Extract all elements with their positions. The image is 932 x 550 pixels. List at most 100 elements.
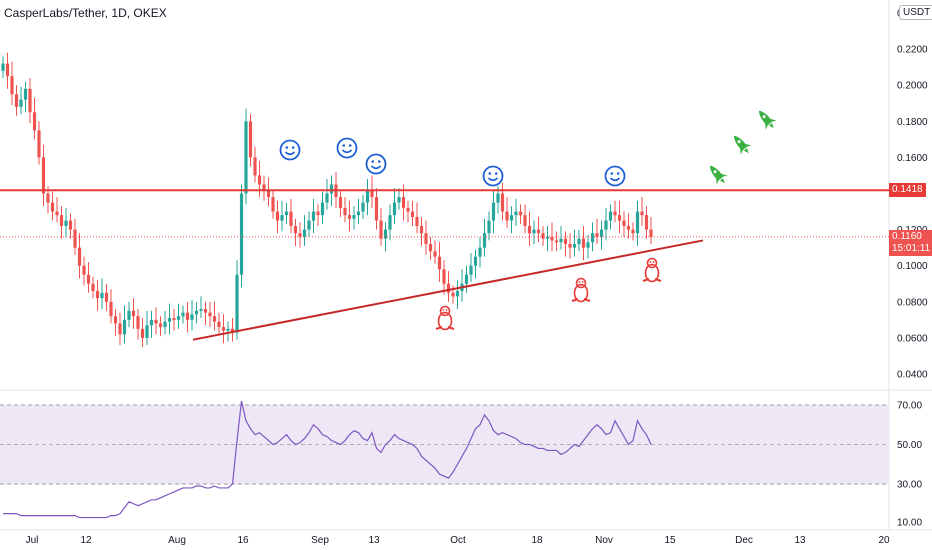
candle-body [59,215,64,226]
candle-body [284,211,289,216]
candle-body [514,211,518,216]
candle-body [437,256,442,270]
candle-body [545,236,550,239]
time-tick-label: Nov [595,535,613,546]
candle-body [446,283,451,293]
candle-body [397,197,401,203]
candle-body [383,229,388,239]
candle-body [307,220,311,230]
candle-body [554,240,559,243]
interval-label: 1D [111,6,127,20]
candle-body [217,321,221,328]
candle-body [581,238,586,248]
penguin-annotations[interactable] [435,257,662,331]
price-tick-label: 0.0400 [897,370,928,381]
candle-body [338,197,343,208]
rsi-axis: 70.00 50.00 30.00 10.00 [897,401,922,529]
candle-body [127,310,131,320]
candle-body [262,184,266,190]
candle-body [518,211,523,216]
candle-body [253,157,257,176]
price-tick-label: 0.2200 [897,45,928,56]
candle-body [559,238,563,243]
rocket-annotations[interactable] [705,106,780,188]
rsi-line [3,400,652,519]
time-tick-label: Sep [311,535,329,546]
currency-badge[interactable]: USDT [899,5,932,20]
candle-body [649,229,653,237]
candle-body [527,225,532,234]
candle-body [50,202,55,212]
time-tick-label: Oct [450,535,466,546]
candle-body [622,220,626,226]
candle-body [203,309,208,313]
candle-body [122,319,127,335]
candle-body [590,233,595,243]
candle-body [500,193,505,212]
candle-body [572,244,577,248]
time-tick-label: Dec [735,535,753,546]
candle-body [455,290,460,297]
rsi-tick-label: 30.00 [897,480,922,491]
candle-body [298,233,302,237]
candle-body [563,238,568,245]
price-tick-label: 0.1000 [897,261,928,272]
candle-body [73,229,77,248]
candle-body [577,238,581,245]
price-tick-label: 0.1800 [897,117,928,128]
time-tick-label: 20 [878,535,890,546]
candle-body [487,220,491,234]
candle-body [10,76,14,95]
candle-body [248,121,253,158]
time-tick-label: 13 [794,535,806,546]
smiley-annotations[interactable] [279,137,626,187]
smiley-icon [279,139,301,161]
candle-body [190,314,194,320]
candle-body [212,316,217,322]
candle-body [550,236,554,241]
candle-body [311,211,316,221]
candle-body [221,327,226,331]
time-tick-label: 18 [531,535,543,546]
candlestick-series [1,52,653,347]
candle-body [5,63,10,77]
candle-body [388,215,392,230]
candle-body [136,316,140,329]
candle-body [415,216,419,226]
candle-body [451,292,455,297]
smiley-icon [482,165,504,187]
candle-body [586,242,590,248]
candle-body [185,312,190,320]
candle-body [172,318,176,320]
last-price-value: 0.1160 [892,230,922,242]
candle-body [325,193,329,203]
candle-body [302,229,307,237]
candle-body [293,225,298,234]
price-tick-label: 0.2000 [897,81,928,92]
candle-body [37,130,41,158]
candle-body [410,211,415,217]
candle-body [257,175,262,185]
candle-body [244,121,248,194]
candle-body [536,229,541,234]
candle-body [370,189,374,198]
candle-body [19,99,23,107]
candle-body [104,292,109,302]
time-tick-label: 16 [237,535,249,546]
candle-body [194,310,199,315]
trend-line[interactable] [192,239,704,341]
candle-body [271,197,275,212]
candle-body [608,211,613,221]
chart-title: CasperLabs/Tether, 1D, OKEX [4,6,167,20]
candle-body [406,207,410,212]
candle-body [46,193,50,203]
candle-body [343,207,347,216]
rsi-tick-label: 50.00 [897,440,922,451]
candle-body [32,112,37,131]
candle-body [374,197,379,221]
candle-body [208,312,212,317]
candle-body [113,316,118,324]
candle-body [68,220,73,230]
penguin-icon [435,305,455,331]
